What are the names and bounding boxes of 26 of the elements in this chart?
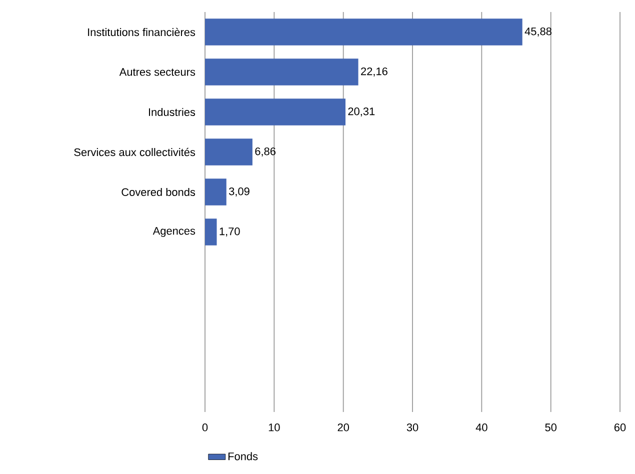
data-label: 6,86 <box>255 147 276 157</box>
x-tick-label: 0 <box>202 424 208 432</box>
data-label: 3,09 <box>228 187 250 197</box>
data-label: 20,31 <box>348 107 375 117</box>
y-tick-label: Covered bonds <box>122 188 196 196</box>
y-tick-label: Autres secteurs <box>119 68 196 76</box>
x-tick-label: 30 <box>406 424 418 432</box>
y-tick-label: Services aux collectivités <box>74 148 196 156</box>
y-tick-label: Industries <box>148 108 196 116</box>
y-tick-label: Institutions financières <box>88 28 196 36</box>
data-label: 22,16 <box>361 67 388 77</box>
bar <box>205 138 252 166</box>
legend-label: Fonds <box>228 452 258 460</box>
bar <box>205 58 358 86</box>
bar <box>205 18 522 46</box>
bar <box>205 98 346 126</box>
data-label: 1,70 <box>220 227 240 237</box>
x-tick-label: 20 <box>338 424 349 432</box>
x-tick-label: 40 <box>476 424 488 432</box>
x-tick-label: 60 <box>614 424 626 432</box>
x-tick-label: 50 <box>545 424 556 432</box>
y-tick-label: Agences <box>152 227 196 237</box>
data-label: 45,88 <box>524 27 552 37</box>
bar <box>205 178 226 206</box>
x-tick-label: 10 <box>268 424 280 432</box>
bar <box>205 218 217 246</box>
